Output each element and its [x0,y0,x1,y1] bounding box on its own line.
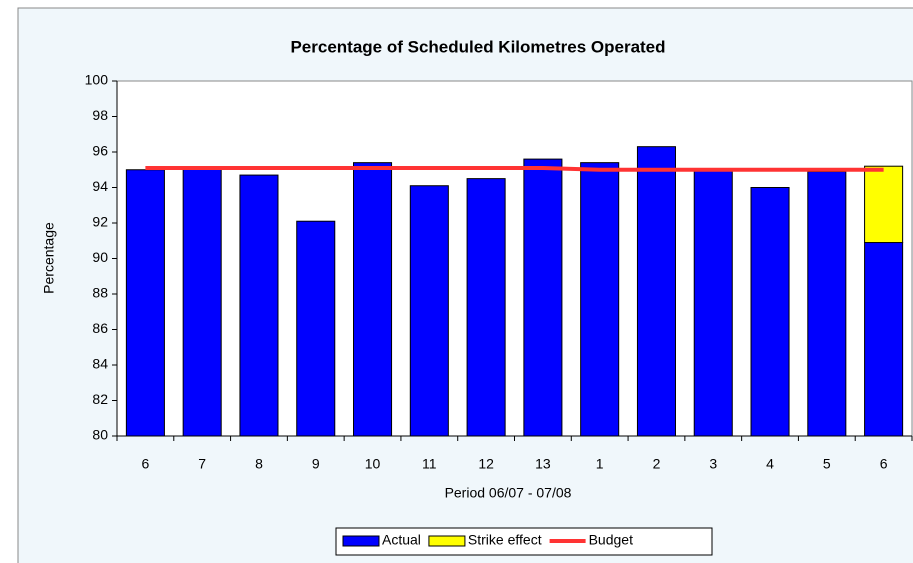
x-tick-label: 11 [422,456,437,472]
bar [580,162,620,437]
x-tick-label: 12 [478,456,494,472]
y-tick-label: 100 [85,72,109,88]
legend-swatch [342,535,380,547]
chart-title: Percentage of Scheduled Kilometres Opera… [290,37,665,56]
y-tick-label: 80 [92,427,108,443]
x-tick-label: 6 [880,456,888,472]
y-tick-label: 98 [92,107,108,123]
x-tick-label: 4 [766,456,774,472]
legend-label: Budget [589,532,633,548]
y-tick-label: 94 [92,178,108,194]
x-tick-label: 9 [312,456,320,472]
bar [807,171,847,437]
bar [864,165,904,244]
legend-label: Actual [382,532,421,548]
bar [693,169,733,437]
x-tick-label: 10 [365,456,381,472]
y-tick-label: 96 [92,143,108,159]
x-tick-label: 8 [255,456,263,472]
y-tick-label: 82 [92,391,108,407]
bar [125,169,165,437]
bar [409,185,449,437]
bar [182,167,222,437]
bar [239,174,279,437]
x-tick-label: 13 [535,456,551,472]
x-axis-label: Period 06/07 - 07/08 [445,485,572,501]
y-tick-label: 90 [92,249,108,265]
plot-area [116,80,913,437]
y-tick-label: 88 [92,285,108,301]
x-tick-label: 5 [823,456,831,472]
x-tick-label: 7 [198,456,206,472]
bar [864,242,904,437]
bar [636,146,676,437]
x-tick-label: 1 [596,456,604,472]
bar [296,220,336,437]
legend-swatch [428,535,466,547]
legend [335,527,713,556]
y-axis-label: Percentage [41,222,57,294]
y-tick-label: 84 [92,356,108,372]
legend-label: Strike effect [468,532,542,548]
bar [466,178,506,437]
x-tick-label: 3 [709,456,717,472]
budget-line [145,165,884,172]
bar [523,158,563,437]
x-tick-label: 6 [141,456,149,472]
y-tick-label: 86 [92,320,108,336]
bar [750,187,790,437]
x-tick-label: 2 [653,456,661,472]
y-tick-label: 92 [92,214,108,230]
bar [353,162,393,437]
